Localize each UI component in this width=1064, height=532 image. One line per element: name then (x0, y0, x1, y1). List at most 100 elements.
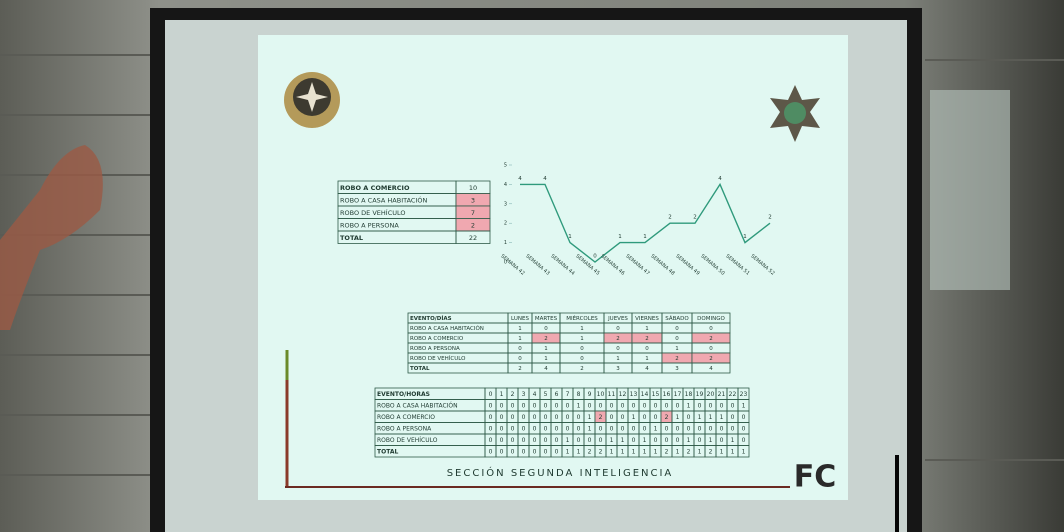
hours-text: 11 (608, 391, 616, 398)
hours-text: 0 (555, 425, 559, 432)
days-text: 0 (645, 346, 649, 352)
hours-text: 0 (500, 402, 504, 409)
hours-text: 0 (544, 425, 548, 432)
hours-text: 14 (641, 391, 649, 398)
hours-text: 0 (654, 437, 658, 444)
hours-text: 0 (665, 425, 669, 432)
summary-text: 10 (469, 184, 477, 192)
days-text: SÁBADO (665, 315, 689, 322)
hours-text: 0 (555, 402, 559, 409)
hours-text: 0 (577, 414, 581, 421)
hours-text: 17 (674, 391, 682, 398)
hours-text: 0 (643, 414, 647, 421)
hours-text: 0 (599, 437, 603, 444)
hours-text: 2 (599, 414, 603, 421)
hours-text: 0 (632, 402, 636, 409)
hours-text: 1 (654, 425, 658, 432)
hours-text: 0 (522, 437, 526, 444)
y-tick-label: 5 (504, 163, 507, 169)
hours-text: 0 (588, 402, 592, 409)
hours-text: 0 (511, 437, 515, 444)
table-cell (455, 230, 491, 244)
days-text: ROBO DE VEHÍCULO (410, 355, 466, 362)
hours-text: 0 (698, 425, 702, 432)
hours-text: 2 (665, 414, 669, 421)
hours-text: 0 (643, 425, 647, 432)
days-text: 2 (709, 336, 713, 342)
summary-text: 3 (471, 196, 475, 204)
days-text: 3 (616, 366, 620, 372)
days-text: DOMINGO (697, 316, 725, 322)
hours-text: 0 (500, 448, 504, 455)
hours-text: 0 (665, 402, 669, 409)
y-tick-label: 0 (504, 260, 507, 266)
hours-text: 0 (731, 414, 735, 421)
hours-text: 1 (643, 437, 647, 444)
days-text: 4 (709, 366, 713, 372)
hours-text: 2 (588, 448, 592, 455)
days-text: ROBO A PERSONA (410, 346, 460, 352)
hours-text: 0 (610, 414, 614, 421)
hours-text: 1 (676, 448, 680, 455)
hours-text: 0 (533, 414, 537, 421)
hours-text: 0 (588, 437, 592, 444)
hours-text: 1 (731, 437, 735, 444)
days-text: 0 (518, 346, 522, 352)
hours-text: 0 (500, 425, 504, 432)
hours-text: 1 (709, 437, 713, 444)
hours-text: 0 (555, 437, 559, 444)
hours-text: 0 (599, 425, 603, 432)
hours-text: 0 (489, 437, 493, 444)
days-text: 2 (580, 366, 584, 372)
hours-text: 5 (544, 391, 548, 398)
days-text: JUEVES (607, 316, 628, 322)
days-text: 0 (709, 346, 713, 352)
hand (0, 145, 103, 330)
hours-text: 0 (676, 402, 680, 409)
hours-text: 1 (588, 414, 592, 421)
logo-right (770, 85, 820, 142)
days-text: 4 (645, 366, 649, 372)
hours-text: 0 (654, 414, 658, 421)
hours-text: ROBO A COMERCIO (377, 414, 435, 421)
days-text: MIÉRCOLES (566, 314, 598, 322)
hours-text: 1 (621, 448, 625, 455)
table-cell (691, 362, 731, 374)
hours-text: 0 (621, 414, 625, 421)
hours-text: 15 (652, 391, 660, 398)
days-text: 0 (580, 346, 584, 352)
hours-text: 0 (698, 402, 702, 409)
hours-text: 0 (731, 425, 735, 432)
days-text: 0 (616, 326, 620, 332)
hours-text: 0 (544, 402, 548, 409)
y-tick-label: 1 (504, 240, 507, 246)
days-text: 0 (709, 326, 713, 332)
hours-text: 0 (489, 402, 493, 409)
hours-text: 0 (709, 402, 713, 409)
hours-text: 1 (632, 414, 636, 421)
hours-text: 1 (742, 402, 746, 409)
days-text: 0 (518, 356, 522, 362)
summary-text: 22 (469, 234, 477, 242)
summary-text: ROBO A PERSONA (340, 221, 399, 229)
line-series (520, 182, 771, 263)
hours-text: 2 (665, 448, 669, 455)
hours-text: 0 (511, 402, 515, 409)
hours-text: 1 (577, 448, 581, 455)
hours-text: 0 (489, 448, 493, 455)
hours-text: 18 (685, 391, 693, 398)
data-label: 1 (568, 234, 572, 240)
days-text: 1 (675, 346, 679, 352)
hours-text: 0 (698, 437, 702, 444)
hours-text: 1 (720, 414, 724, 421)
logo-left (284, 72, 340, 128)
hours-text: 1 (577, 402, 581, 409)
hours-text: 0 (533, 402, 537, 409)
days-text: 1 (544, 346, 548, 352)
hours-text: 1 (687, 437, 691, 444)
hours-text: 9 (588, 391, 592, 398)
hours-text: 0 (511, 414, 515, 421)
hours-text: ROBO DE VEHÍCULO (377, 437, 438, 444)
footer-logo: FC (794, 460, 837, 495)
